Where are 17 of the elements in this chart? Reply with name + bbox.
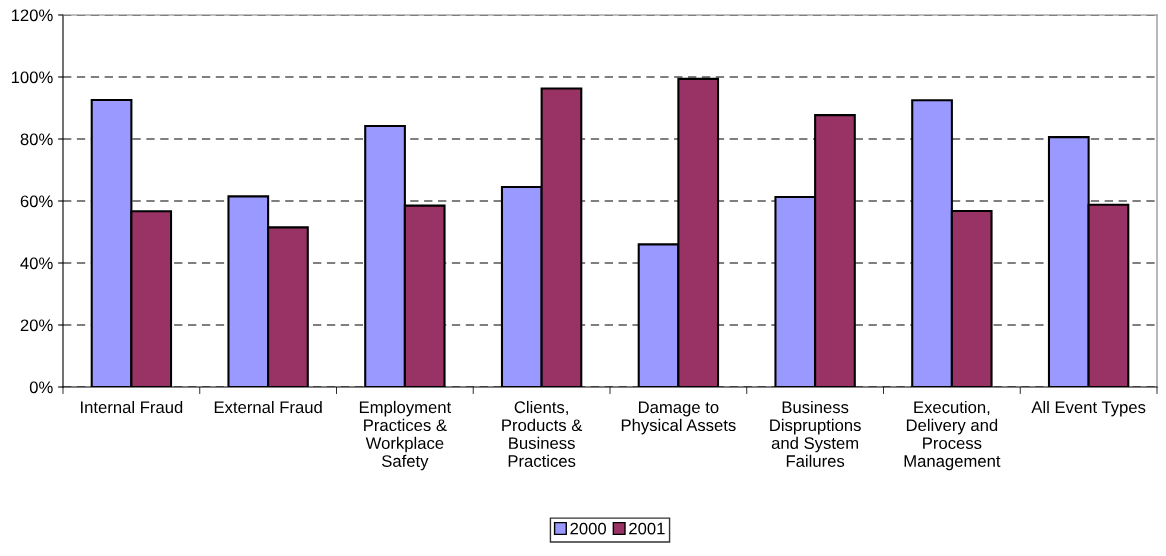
x-tick-label: Business Dispruptions and System Failures [770, 400, 861, 467]
y-tick-label: 60% [20, 195, 53, 208]
y-tick-label: 40% [20, 257, 53, 270]
x-tick-label: Damage to Physical Assets [621, 401, 736, 435]
x-tick-label: Execution, Delivery and Process Management [904, 400, 1001, 471]
x-tick-label: Employment Practices & Workplace Safety [359, 400, 452, 471]
y-tick-label: 0% [29, 381, 53, 394]
x-tick-label: Internal Fraud [81, 400, 183, 414]
y-tick-label: 100% [11, 71, 53, 84]
y-tick-label: 80% [20, 133, 53, 146]
y-tick-label: 20% [20, 319, 53, 332]
legend-label: 2001 [629, 522, 665, 535]
legend-label: 2000 [570, 522, 607, 535]
y-tick-label: 120% [11, 9, 53, 22]
x-tick-label: Clients, Products & Business Practices [502, 400, 583, 467]
x-tick-label: All Event Types [1031, 400, 1146, 417]
x-tick-label: External Fraud [214, 400, 322, 414]
